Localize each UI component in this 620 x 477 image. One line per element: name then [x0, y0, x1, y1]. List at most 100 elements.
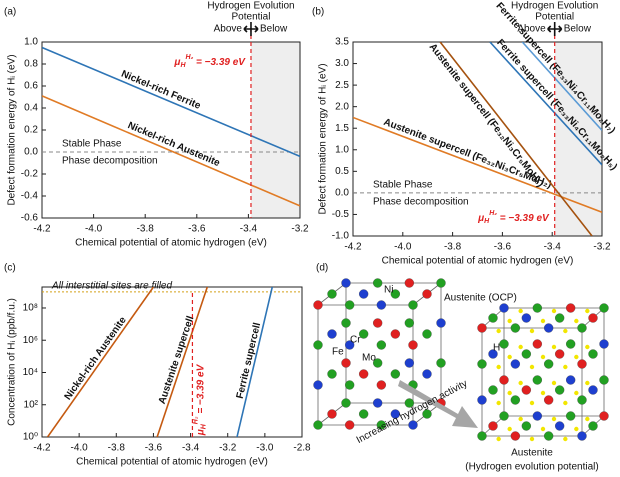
atom [390, 409, 400, 419]
atom [477, 431, 487, 441]
y-axis-label: Concentration of Hᵢ (ppb/f.u.) [7, 298, 18, 426]
atom [555, 349, 565, 359]
equation-symbol: μ [195, 429, 206, 436]
hydrogen-atom [585, 344, 590, 350]
element-label: Fe [332, 347, 344, 358]
evolution-above: Above [214, 24, 243, 35]
atom [436, 318, 446, 328]
atom [359, 289, 369, 299]
y-tick-label: 0.0 [335, 188, 349, 199]
atom [345, 340, 355, 350]
atom [588, 421, 598, 431]
atom [521, 349, 531, 359]
y-tick-label: 3.0 [335, 58, 349, 69]
atom [532, 375, 542, 385]
atom [422, 289, 432, 299]
evolution-below: Below [260, 24, 288, 35]
atom [532, 411, 542, 421]
atom [359, 409, 369, 419]
atom [499, 303, 509, 313]
y-tick-label: 3.5 [335, 37, 349, 48]
atom [327, 409, 337, 419]
atom [313, 300, 323, 310]
equation-rhs: = −3.39 eV [195, 363, 206, 416]
x-tick-label: -3.6 [494, 242, 512, 253]
atom [408, 420, 418, 430]
atom [341, 278, 351, 288]
hydrogen-atom [563, 436, 568, 442]
x-tick-label: -3.2 [593, 242, 611, 253]
equation-sup: H₂ [186, 54, 194, 61]
x-tick-label: -3.6 [145, 443, 163, 454]
atom [376, 380, 386, 390]
atom [359, 369, 369, 379]
hydrogen-atom [496, 364, 501, 370]
atom [341, 398, 351, 408]
atom [521, 385, 531, 395]
y-tick-label: 1.0 [335, 144, 349, 155]
arrow [547, 22, 563, 36]
atom [373, 398, 383, 408]
y-tick-label: 1.5 [335, 123, 349, 134]
atom [577, 395, 587, 405]
element-label: H [493, 343, 500, 354]
atom [577, 323, 587, 333]
atom [532, 339, 542, 349]
x-axis-label: Chemical potential of atomic hydrogen (e… [75, 238, 267, 249]
x-tick-label: -3.4 [544, 242, 562, 253]
hydrogen-atom [496, 436, 501, 442]
x-tick-label: -3.6 [188, 224, 206, 235]
equation: μHH₂ = −3.39 eV [173, 54, 246, 69]
atom [327, 369, 337, 379]
atom [313, 420, 323, 430]
atom [422, 329, 432, 339]
atom [477, 395, 487, 405]
structure-label: Austenite (OCP) [444, 293, 517, 304]
atom [544, 359, 554, 369]
atom [555, 421, 565, 431]
atom [408, 300, 418, 310]
atom [408, 340, 418, 350]
atom [327, 329, 337, 339]
atom [436, 358, 446, 368]
equation-sub: H [200, 423, 207, 429]
series-line [42, 95, 300, 207]
atom [532, 303, 542, 313]
equation-rhs: = −3.39 eV [193, 57, 246, 68]
equation-symbol: μ [173, 57, 180, 68]
atom [544, 323, 554, 333]
x-tick-label: -4.2 [344, 242, 362, 253]
y-tick-label: 10² [24, 399, 39, 410]
element-label: Mo [362, 353, 376, 364]
x-tick-label: -4.2 [33, 224, 51, 235]
equation-sub: H [180, 62, 186, 69]
series-line [42, 46, 300, 158]
y-tick-label: 10⁰ [23, 432, 38, 443]
series-line [489, 42, 602, 166]
series-line [439, 42, 593, 236]
atom [566, 303, 576, 313]
y-axis-label: Defect formation energy of Hᵢ (eV) [7, 54, 18, 205]
atom [521, 313, 531, 323]
atom [404, 318, 414, 328]
hydrogen-atom [507, 318, 512, 324]
hydrogen-atom [507, 426, 512, 432]
plot-frame [41, 286, 303, 438]
hydrogen-atom [518, 344, 523, 350]
atom [345, 420, 355, 430]
atom [488, 349, 498, 359]
evolution-title: Hydrogen Evolution [207, 1, 294, 12]
y-tick-label: 0.4 [24, 103, 38, 114]
hydrogen-atom [540, 426, 546, 432]
atom [313, 380, 323, 390]
hydrogen-atom [529, 436, 535, 442]
atom [436, 278, 446, 288]
hydrogen-atom [585, 308, 590, 314]
y-tick-label: 10⁸ [23, 303, 38, 314]
hydrogen-atom [518, 416, 523, 422]
x-axis-label: Chemical potential of atomic hydrogen (e… [382, 256, 574, 267]
hydrogen-atom [496, 328, 501, 334]
atom [376, 300, 386, 310]
atom [422, 369, 432, 379]
